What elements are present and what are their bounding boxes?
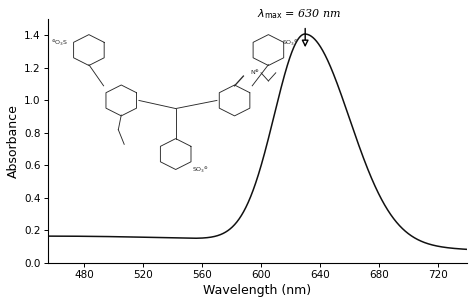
Text: $\lambda_\mathrm{max}$ = 630 nm: $\lambda_\mathrm{max}$ = 630 nm	[257, 7, 342, 21]
Y-axis label: Absorbance: Absorbance	[7, 104, 20, 178]
X-axis label: Wavelength (nm): Wavelength (nm)	[203, 284, 311, 297]
Text: $^{\ominus}$O$_3$S: $^{\ominus}$O$_3$S	[51, 39, 68, 48]
Text: N$^{\oplus}$: N$^{\oplus}$	[250, 68, 260, 77]
Text: SO$_3$$^{\ominus}$: SO$_3$$^{\ominus}$	[282, 39, 299, 48]
Text: SO$_3$$^{\ominus}$: SO$_3$$^{\ominus}$	[192, 165, 210, 175]
